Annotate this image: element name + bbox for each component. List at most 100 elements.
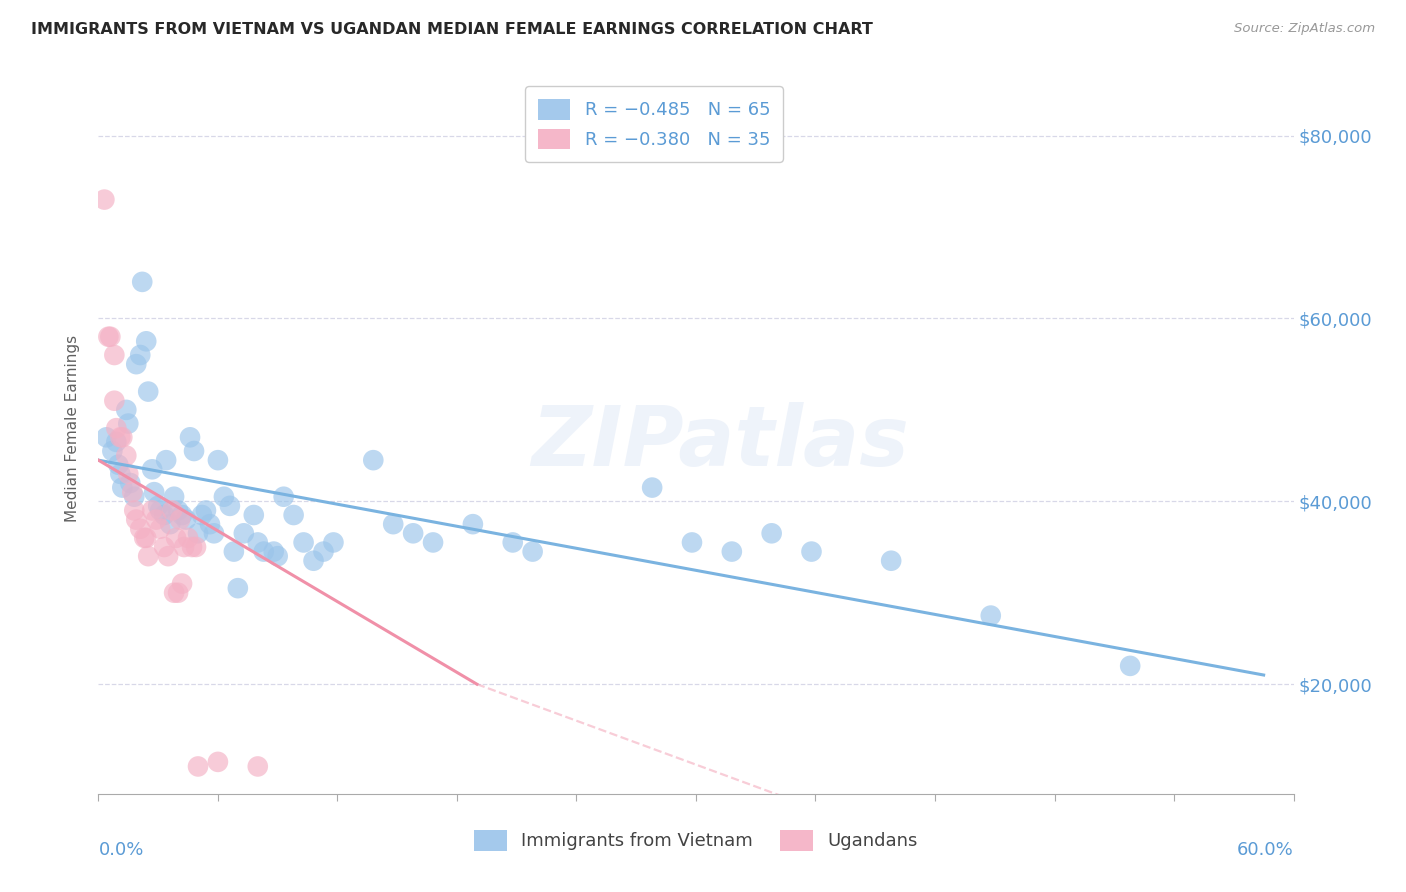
Point <box>174 512 197 526</box>
Point <box>111 481 134 495</box>
Point <box>173 540 195 554</box>
Point <box>143 485 166 500</box>
Point <box>124 503 146 517</box>
Point <box>198 517 221 532</box>
Point <box>153 540 176 554</box>
Point <box>641 481 664 495</box>
Point <box>134 531 156 545</box>
Point <box>148 499 170 513</box>
Point <box>136 549 159 564</box>
Point <box>165 531 187 545</box>
Point <box>226 581 249 595</box>
Point <box>159 517 181 532</box>
Point <box>135 334 157 349</box>
Point <box>149 522 172 536</box>
Point <box>179 430 201 444</box>
Point <box>135 531 157 545</box>
Point <box>125 512 148 526</box>
Point <box>129 522 152 536</box>
Point <box>232 526 254 541</box>
Point <box>283 508 305 522</box>
Point <box>153 508 176 522</box>
Point <box>302 554 325 568</box>
Point <box>167 503 190 517</box>
Point <box>93 193 115 207</box>
Point <box>107 458 129 472</box>
Text: Source: ZipAtlas.com: Source: ZipAtlas.com <box>1234 22 1375 36</box>
Point <box>121 485 143 500</box>
Point <box>124 490 146 504</box>
Point <box>117 467 139 481</box>
Point <box>181 540 204 554</box>
Text: 0.0%: 0.0% <box>98 841 143 859</box>
Point <box>243 508 266 522</box>
Point <box>120 475 142 490</box>
Point <box>187 526 209 541</box>
Point <box>160 503 183 517</box>
Point <box>422 535 444 549</box>
Point <box>522 544 544 558</box>
Point <box>149 503 172 517</box>
Point <box>253 544 276 558</box>
Point <box>880 554 903 568</box>
Point <box>141 503 163 517</box>
Point <box>721 544 744 558</box>
Point <box>267 549 290 564</box>
Point <box>131 275 153 289</box>
Point <box>177 531 200 545</box>
Y-axis label: Median Female Earnings: Median Female Earnings <box>65 334 80 522</box>
Point <box>157 549 180 564</box>
Point <box>1119 658 1142 673</box>
Point <box>110 430 132 444</box>
Point <box>363 453 385 467</box>
Point <box>246 759 269 773</box>
Point <box>980 608 1002 623</box>
Point <box>101 444 124 458</box>
Point <box>105 421 128 435</box>
Point <box>167 585 190 599</box>
Point <box>382 517 405 532</box>
Point <box>163 490 186 504</box>
Point <box>169 512 191 526</box>
Point <box>141 462 163 476</box>
Point <box>111 430 134 444</box>
Point <box>125 357 148 371</box>
Point <box>155 453 177 467</box>
Point <box>207 453 229 467</box>
Point <box>461 517 484 532</box>
Point <box>202 526 225 541</box>
Point <box>110 467 132 481</box>
Point <box>103 393 125 408</box>
Point <box>184 540 207 554</box>
Point <box>172 508 194 522</box>
Point <box>187 759 209 773</box>
Point <box>222 544 245 558</box>
Point <box>163 585 186 599</box>
Point <box>681 535 703 549</box>
Point <box>96 430 118 444</box>
Point <box>219 499 242 513</box>
Point <box>761 526 783 541</box>
Text: IMMIGRANTS FROM VIETNAM VS UGANDAN MEDIAN FEMALE EARNINGS CORRELATION CHART: IMMIGRANTS FROM VIETNAM VS UGANDAN MEDIA… <box>31 22 873 37</box>
Text: ZIPatlas: ZIPatlas <box>531 402 908 483</box>
Point <box>273 490 295 504</box>
Point <box>115 449 138 463</box>
Point <box>172 576 194 591</box>
Text: 60.0%: 60.0% <box>1237 841 1294 859</box>
Point <box>207 755 229 769</box>
Point <box>322 535 344 549</box>
Point <box>246 535 269 549</box>
Point <box>195 503 218 517</box>
Point <box>98 329 122 343</box>
Point <box>402 526 425 541</box>
Point <box>502 535 524 549</box>
Point <box>105 434 128 449</box>
Point <box>312 544 335 558</box>
Point <box>292 535 315 549</box>
Legend: Immigrants from Vietnam, Ugandans: Immigrants from Vietnam, Ugandans <box>467 822 925 858</box>
Point <box>183 444 205 458</box>
Point <box>800 544 823 558</box>
Point <box>117 417 139 431</box>
Point <box>136 384 159 399</box>
Point <box>115 402 138 417</box>
